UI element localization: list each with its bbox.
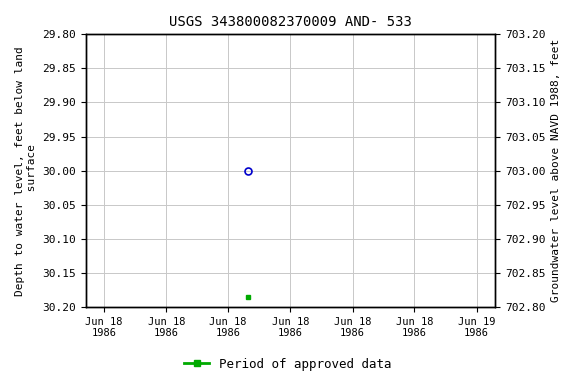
Legend: Period of approved data: Period of approved data (179, 353, 397, 376)
Y-axis label: Groundwater level above NAVD 1988, feet: Groundwater level above NAVD 1988, feet (551, 39, 561, 302)
Y-axis label: Depth to water level, feet below land
 surface: Depth to water level, feet below land su… (15, 46, 37, 296)
Title: USGS 343800082370009 AND- 533: USGS 343800082370009 AND- 533 (169, 15, 412, 29)
